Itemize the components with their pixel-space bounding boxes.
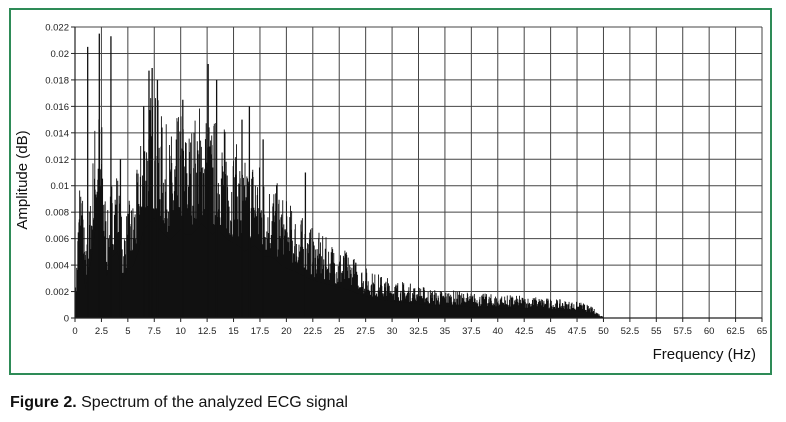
x-tick-label: 20	[281, 326, 292, 337]
y-axis-label: Amplitude (dB)	[14, 130, 31, 229]
axes: 0 2.5 5 7.5 10 12.5 15 17.5 20 22.5 25 27.5 30 32.5 35…	[45, 23, 767, 338]
y-tick-label: 0.014	[45, 128, 69, 139]
y-tick-label: 0.016	[45, 102, 69, 113]
y-tick-label: 0.006	[45, 234, 69, 245]
figure-label: Figure 2.	[10, 394, 77, 411]
y-tick-label: 0.02	[51, 49, 70, 60]
x-tick-label: 7.5	[148, 326, 161, 337]
x-tick-label: 22.5	[304, 326, 323, 337]
x-tick-label: 12.5	[198, 326, 217, 337]
y-tick-label: 0.002	[45, 287, 69, 298]
y-tick-label: 0.018	[45, 75, 69, 86]
y-tick-label: 0.01	[51, 181, 70, 192]
x-tick-label: 52.5	[621, 326, 640, 337]
x-tick-label: 40	[492, 326, 503, 337]
y-tick-label: 0.012	[45, 155, 69, 166]
y-tick-label: 0.008	[45, 208, 69, 219]
x-tick-label: 65	[757, 326, 768, 337]
x-tick-label: 57.5	[673, 326, 692, 337]
x-tick-label: 35	[440, 326, 451, 337]
x-tick-label: 30	[387, 326, 398, 337]
figure-caption: Figure 2. Spectrum of the analyzed ECG s…	[10, 394, 348, 412]
x-tick-label: 27.5	[356, 326, 375, 337]
x-axis-label: Frequency (Hz)	[653, 346, 756, 363]
x-tick-label: 25	[334, 326, 345, 337]
x-tick-label: 0	[72, 326, 77, 337]
x-tick-label: 50	[598, 326, 609, 337]
y-tick-label: 0.022	[45, 23, 69, 34]
figure-caption-text: Spectrum of the analyzed ECG signal	[76, 394, 348, 411]
x-tick-label: 32.5	[409, 326, 428, 337]
x-tick-label: 5	[125, 326, 130, 337]
x-tick-label: 15	[228, 326, 239, 337]
x-tick-label: 45	[545, 326, 556, 337]
x-tick-label: 62.5	[726, 326, 745, 337]
spectrum-core	[75, 218, 604, 318]
x-tick-label: 60	[704, 326, 715, 337]
x-tick-label: 42.5	[515, 326, 534, 337]
x-tick-label: 55	[651, 326, 662, 337]
x-tick-label: 2.5	[95, 326, 108, 337]
x-tick-label: 10	[175, 326, 186, 337]
y-tick-label: 0	[64, 314, 69, 325]
x-tick-label: 17.5	[251, 326, 270, 337]
x-tick-label: 37.5	[462, 326, 481, 337]
x-tick-label: 47.5	[568, 326, 587, 337]
spectrum-bars	[74, 33, 604, 318]
y-tick-label: 0.004	[45, 261, 69, 272]
